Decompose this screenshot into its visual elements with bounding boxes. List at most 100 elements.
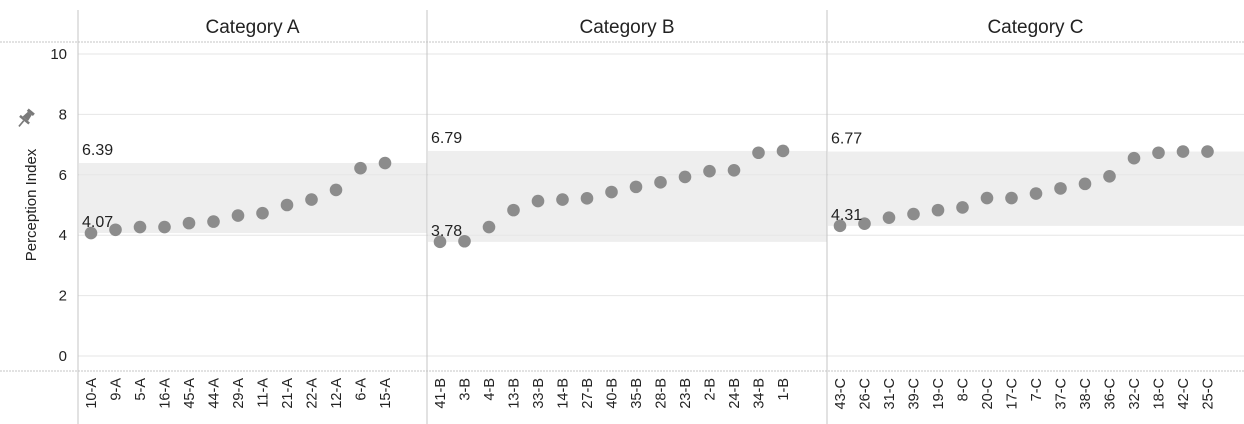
data-point[interactable] [458, 234, 471, 248]
data-point[interactable] [833, 219, 847, 233]
data-point[interactable] [433, 235, 447, 249]
data-point[interactable] [1176, 145, 1190, 158]
data-point[interactable] [776, 144, 790, 158]
data-point[interactable] [858, 217, 871, 231]
data-point[interactable] [752, 146, 765, 160]
x-tick-label: 18-C [1152, 378, 1168, 409]
data-point[interactable] [1078, 177, 1092, 191]
x-tick-label: 41-B [433, 378, 449, 409]
data-point[interactable] [629, 180, 643, 194]
data-point[interactable] [980, 191, 994, 205]
data-point[interactable] [882, 211, 896, 224]
data-point[interactable] [907, 207, 920, 221]
x-tick-label: 27-B [580, 378, 596, 409]
x-tick-label: 12-A [329, 378, 345, 409]
data-point[interactable] [207, 215, 220, 228]
data-point[interactable] [158, 220, 171, 234]
band-layer [79, 150, 1244, 242]
data-point[interactable] [605, 185, 618, 199]
y-axis-label: Perception Index [23, 148, 40, 261]
data-point[interactable] [556, 193, 569, 206]
data-point[interactable] [1127, 151, 1141, 165]
y-tick-label: 4 [59, 227, 67, 244]
x-tick-label: 24-B [727, 378, 743, 409]
y-tick-label: 10 [50, 46, 67, 63]
x-tick-label: 16-A [158, 378, 174, 409]
data-point[interactable] [329, 183, 343, 197]
x-tick-label: 15-A [378, 378, 394, 409]
x-tick-label: 38-C [1078, 378, 1094, 409]
text-layer: Perception Index 0 2 4 6 8 10 Category A 6.39 4.… [23, 17, 1217, 409]
data-point[interactable] [256, 206, 269, 220]
grid-layer [78, 53, 1244, 357]
x-tick-label: 42-C [1176, 378, 1192, 409]
x-tick-label: 6-A [354, 378, 370, 401]
facet-title: Category A [206, 17, 300, 38]
x-tick-label: 28-B [654, 378, 670, 409]
data-point[interactable] [482, 220, 496, 234]
data-point[interactable] [109, 223, 122, 237]
data-point[interactable] [703, 164, 716, 178]
data-point[interactable] [182, 216, 196, 230]
band-low-label: 4.07 [82, 214, 113, 231]
data-point[interactable] [1005, 191, 1018, 205]
data-point[interactable] [133, 220, 147, 234]
y-tick-label: 8 [59, 106, 67, 123]
x-tick-label: 35-B [629, 378, 645, 409]
data-point[interactable] [1054, 182, 1067, 195]
icon-layer [14, 107, 36, 130]
data-point[interactable] [354, 161, 367, 175]
frame-layer [0, 10, 1244, 424]
x-tick-label: 29-A [231, 378, 247, 409]
data-point[interactable] [531, 194, 545, 208]
data-point[interactable] [507, 203, 520, 217]
x-tick-label: 5-A [133, 378, 149, 401]
data-point[interactable] [1201, 145, 1214, 158]
data-point[interactable] [84, 226, 98, 240]
band-high-label: 6.39 [82, 142, 113, 159]
x-tick-label: 11-A [256, 378, 272, 408]
data-point[interactable] [654, 176, 667, 189]
x-tick-label: 44-A [207, 378, 223, 409]
x-tick-label: 17-C [1005, 378, 1021, 409]
x-tick-label: 10-A [84, 378, 100, 409]
x-tick-label: 9-A [109, 378, 125, 401]
x-tick-label: 3-B [458, 378, 474, 401]
x-tick-label: 26-C [858, 378, 874, 409]
data-point[interactable] [1152, 146, 1165, 160]
data-point[interactable] [231, 209, 245, 222]
data-point[interactable] [931, 203, 945, 217]
band-high-label: 6.79 [431, 130, 462, 147]
y-tick-label: 0 [59, 348, 67, 365]
x-tick-label: 21-A [280, 378, 296, 409]
x-tick-label: 20-C [980, 378, 996, 409]
x-tick-label: 45-A [182, 378, 198, 409]
x-tick-label: 23-B [678, 378, 694, 409]
x-tick-label: 39-C [907, 378, 923, 409]
data-point[interactable] [1103, 170, 1116, 183]
data-point[interactable] [378, 156, 392, 170]
x-tick-label: 36-C [1103, 378, 1119, 409]
data-point[interactable] [280, 198, 294, 212]
y-tick-label: 2 [59, 288, 67, 305]
data-point[interactable] [305, 193, 318, 206]
x-tick-label: 8-C [956, 378, 972, 401]
points-layer [84, 144, 1214, 249]
data-point[interactable] [956, 201, 969, 214]
x-tick-label: 25-C [1201, 378, 1217, 409]
x-tick-label: 43-C [833, 378, 849, 409]
data-point[interactable] [580, 192, 594, 205]
pin-icon[interactable] [14, 107, 36, 130]
x-tick-label: 2-B [703, 378, 719, 401]
x-tick-label: 31-C [882, 378, 898, 409]
band-low-label: 3.78 [431, 223, 462, 240]
band-high-label: 6.77 [831, 131, 862, 148]
x-tick-label: 19-C [931, 378, 947, 409]
data-point[interactable] [1029, 187, 1043, 200]
x-tick-label: 22-A [305, 378, 321, 409]
data-point[interactable] [678, 170, 692, 184]
data-point[interactable] [727, 163, 741, 177]
x-tick-label: 4-B [482, 378, 498, 401]
x-tick-label: 33-B [531, 378, 547, 409]
x-tick-label: 1-B [776, 378, 792, 401]
